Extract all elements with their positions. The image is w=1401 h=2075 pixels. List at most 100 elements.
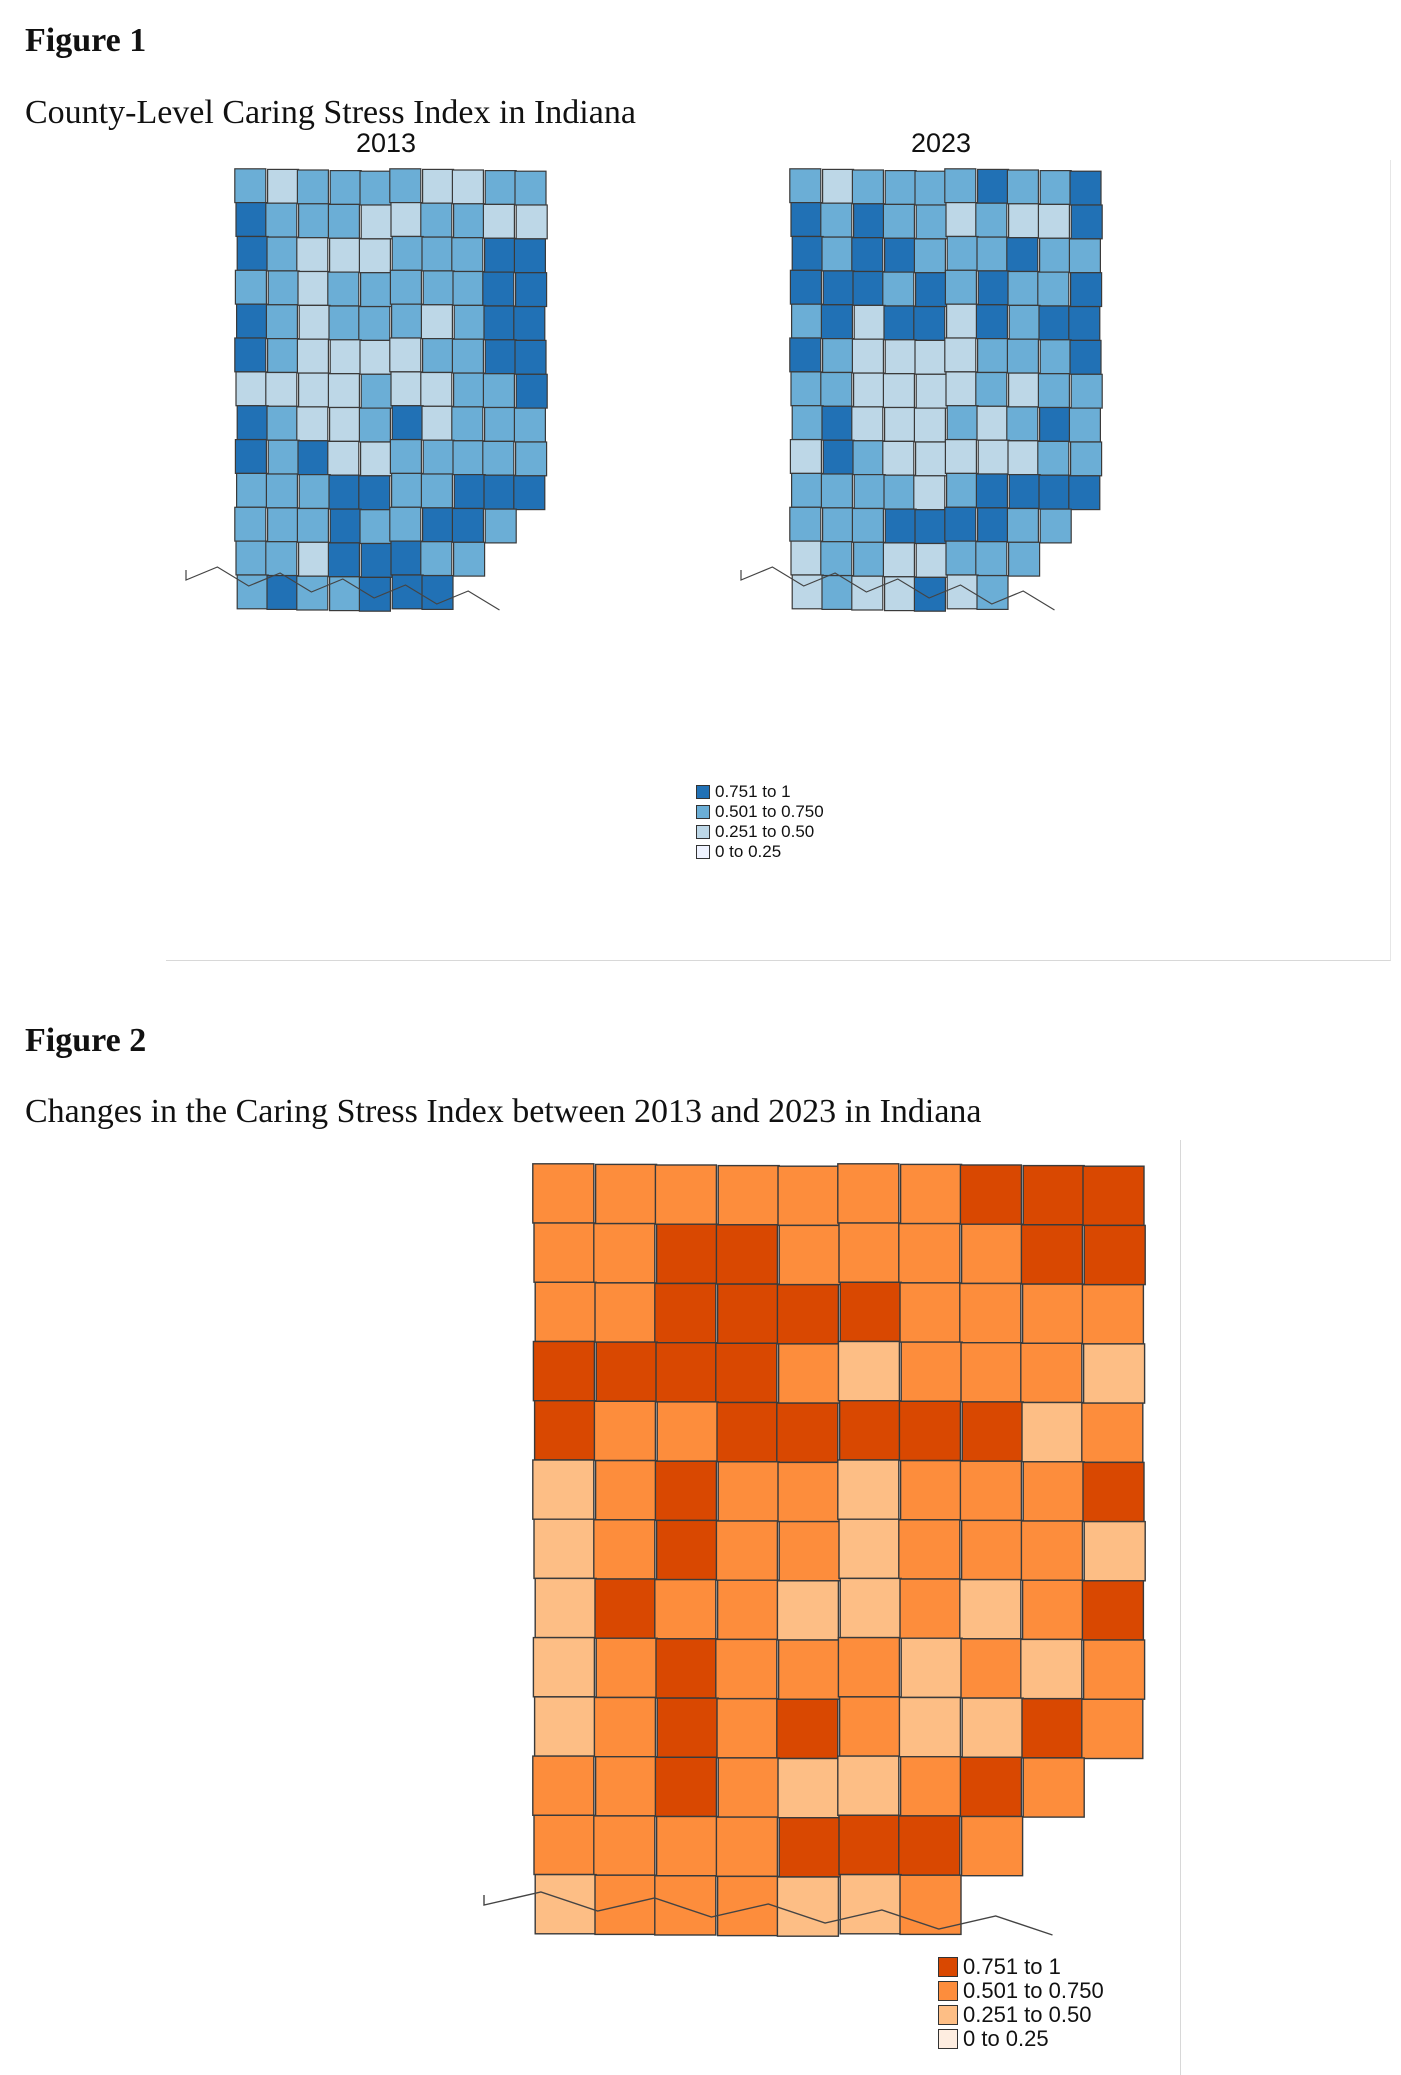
county-region (822, 270, 855, 306)
county-region (235, 472, 269, 508)
figure-1-panel: 2013 2023 0.751 to 1 0.501 to 0.750 0.25… (166, 128, 1391, 961)
county-region (1039, 170, 1072, 205)
county-region (715, 1342, 778, 1404)
county-region (422, 338, 455, 374)
county-region (532, 1340, 596, 1402)
figure-2-caption: Changes in the Caring Stress Index betwe… (25, 1093, 982, 1130)
county-region (1022, 1164, 1085, 1226)
county-region (1070, 272, 1103, 308)
legend-swatch (696, 845, 710, 859)
county-region (267, 439, 300, 475)
county-region (899, 1756, 963, 1817)
legend-item: 0 to 0.25 (938, 2027, 1104, 2051)
county-region (838, 1814, 901, 1876)
county-region (791, 235, 824, 271)
county-region (533, 1222, 596, 1283)
county-region (594, 1282, 657, 1343)
county-region (716, 1579, 780, 1641)
county-region (515, 204, 548, 240)
county-region (839, 1873, 902, 1935)
county-region (898, 1815, 961, 1876)
county-region (1037, 373, 1070, 409)
county-region (296, 406, 329, 442)
county-region (1038, 305, 1071, 341)
county-region (959, 1164, 1023, 1225)
county-region (716, 1283, 780, 1345)
county-region (837, 1163, 900, 1224)
county-region (837, 1755, 900, 1816)
legend-swatch (938, 1981, 958, 2001)
county-region (327, 440, 360, 476)
county-region (298, 304, 331, 340)
county-region (790, 472, 824, 508)
county-region (593, 1519, 656, 1580)
county-region (329, 406, 362, 442)
county-region (298, 474, 331, 510)
county-region (959, 1578, 1022, 1640)
county-region (837, 1459, 900, 1520)
county-region (266, 507, 300, 543)
county-region (1068, 475, 1101, 511)
county-region (837, 1636, 901, 1698)
county-region (390, 371, 423, 407)
county-region (838, 1400, 902, 1461)
indiana-map-2013 (185, 168, 548, 612)
legend-item: 0 to 0.25 (696, 842, 824, 862)
county-region (298, 203, 331, 239)
county-region (1008, 372, 1041, 408)
county-region (654, 1578, 717, 1640)
county-region (236, 405, 269, 441)
county-region (360, 373, 393, 409)
county-region (452, 440, 485, 476)
county-region (656, 1401, 719, 1462)
county-region (266, 236, 299, 272)
legend-label: 0.501 to 0.750 (963, 1978, 1104, 2003)
county-region (789, 269, 823, 305)
county-region (822, 439, 855, 475)
county-region (851, 406, 884, 442)
county-region (236, 235, 269, 271)
county-region (1022, 1461, 1085, 1522)
county-region (422, 507, 455, 543)
county-region (882, 203, 915, 239)
county-region (1037, 271, 1070, 307)
county-region (1006, 507, 1039, 543)
county-region (716, 1698, 779, 1759)
county-region (1037, 440, 1070, 476)
county-region (977, 168, 1010, 204)
county-region (421, 405, 454, 441)
county-region (961, 1697, 1024, 1758)
county-region (451, 406, 484, 442)
county-region (532, 1163, 595, 1224)
legend-swatch (696, 825, 710, 839)
county-region (654, 1164, 718, 1225)
county-region (328, 474, 361, 510)
county-region (422, 168, 455, 204)
county-region (513, 407, 546, 443)
county-region (778, 1520, 841, 1582)
county-region (1006, 406, 1039, 442)
county-region (913, 475, 946, 511)
county-region (884, 508, 917, 544)
county-region (513, 238, 546, 274)
county-region (266, 405, 299, 441)
county-region (453, 372, 486, 408)
county-region (453, 541, 486, 577)
county-region (1020, 1342, 1083, 1404)
county-region (883, 305, 916, 341)
county-region (715, 1638, 778, 1700)
county-region (789, 168, 822, 204)
county-region (946, 235, 979, 271)
county-region (776, 1402, 839, 1464)
county-region (882, 373, 915, 409)
figure-2-label: Figure 2 (25, 1022, 147, 1059)
county-region (389, 269, 422, 305)
county-region (267, 270, 300, 306)
county-region (421, 236, 454, 272)
county-region (977, 439, 1010, 475)
county-region (899, 1282, 962, 1343)
county-region (1008, 474, 1041, 510)
county-region (884, 576, 917, 612)
county-region (327, 271, 360, 307)
county-region (776, 1580, 840, 1641)
